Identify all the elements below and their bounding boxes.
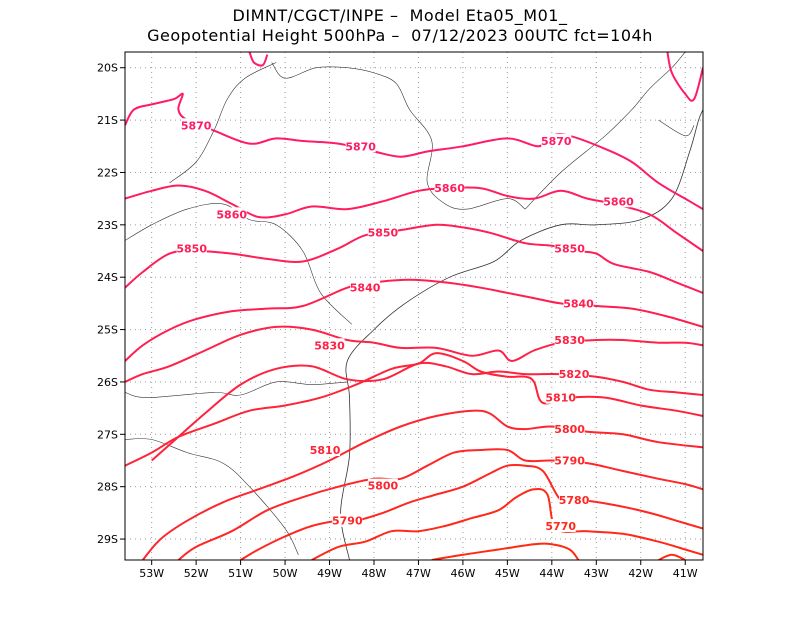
contour-label-bg (554, 241, 585, 255)
contour-label-bg (345, 139, 376, 153)
border-line (524, 52, 686, 210)
contour-label-bg (314, 338, 345, 352)
contour-5800 (142, 409, 703, 560)
contour-label-bg (367, 478, 398, 492)
x-tick-label: 42W (628, 567, 653, 580)
x-tick-label: 41W (673, 567, 698, 580)
border-line (271, 62, 526, 210)
contour-label-bg (541, 134, 572, 148)
contour-label-bg (545, 518, 576, 532)
x-tick-label: 43W (584, 567, 609, 580)
contour-5770 (311, 488, 703, 560)
y-tick-label: 26S (97, 376, 118, 389)
contour-label-5840: 5840 (563, 297, 594, 310)
plot-frame (124, 51, 704, 561)
title-line-2: Geopotential Height 500hPa – 07/12/2023 … (147, 26, 653, 45)
x-tick-label: 52W (184, 567, 209, 580)
contour-label-5800: 5800 (554, 423, 585, 436)
contour-label-bg (332, 513, 363, 527)
border-line (169, 62, 277, 184)
contour-label-5870: 5870 (541, 135, 572, 148)
contour-label-5830: 5830 (554, 334, 585, 347)
contour-5780 (240, 463, 703, 560)
contour-label-5800: 5800 (368, 480, 399, 493)
contour-label-5790: 5790 (332, 515, 363, 528)
contour-label-5850: 5850 (368, 227, 399, 240)
geography-lines (125, 52, 703, 560)
contour-label-5860: 5860 (216, 208, 247, 221)
contour-lines (125, 52, 703, 560)
contour-5880 (666, 52, 703, 102)
contour-label-bg (603, 194, 634, 208)
y-tick-label: 24S (97, 271, 118, 284)
contour-label-bg (554, 422, 585, 436)
y-tick-label: 22S (97, 166, 118, 179)
contour-label-5860: 5860 (603, 195, 634, 208)
contour-5830 (125, 325, 703, 383)
contour-5880 (248, 52, 269, 67)
contour-label-5810: 5810 (310, 444, 341, 457)
y-tick-label: 20S (97, 62, 118, 75)
border-line (658, 119, 695, 137)
contour-label-bg (310, 443, 341, 457)
contour-label-5870: 5870 (345, 140, 376, 153)
contour-label-bg (434, 181, 465, 195)
contour-5760 (658, 553, 686, 560)
contour-label-bg (367, 225, 398, 239)
y-tick-label: 29S (97, 533, 118, 546)
contour-label-5850: 5850 (176, 242, 207, 255)
contour-5820 (151, 361, 703, 462)
contour-5840 (125, 278, 703, 362)
contour-label-bg (176, 241, 207, 255)
contour-label-5870: 5870 (181, 119, 212, 132)
x-tick-label: 53W (139, 567, 164, 580)
title-line-1: DIMNT/CGCT/INPE – Model Eta05_M01_ (232, 6, 568, 25)
contour-label-5810: 5810 (545, 392, 576, 405)
contour-label-bg (545, 390, 576, 404)
axis-ticks: 53W 52W 51W 50W 49W 48W 47W 46W 45W 44W 43W 42W 41W 2… (97, 62, 698, 580)
contour-label-bg (559, 367, 590, 381)
border-line (125, 203, 353, 325)
x-tick-label: 44W (539, 567, 564, 580)
coastline (340, 109, 703, 560)
x-tick-label: 49W (317, 567, 342, 580)
contour-label-5780: 5780 (559, 494, 590, 507)
x-tick-label: 48W (362, 567, 387, 580)
y-tick-label: 27S (97, 428, 118, 441)
contour-5810 (125, 352, 703, 467)
border-line (125, 381, 348, 398)
contour-label-bg (216, 207, 247, 221)
contour-label-5860: 5860 (434, 182, 465, 195)
x-tick-label: 50W (273, 567, 298, 580)
y-tick-label: 28S (97, 481, 118, 494)
contour-label-bg (350, 280, 381, 294)
y-tick-label: 23S (97, 219, 118, 232)
y-tick-label: 21S (97, 114, 118, 127)
contour-label-5790: 5790 (554, 454, 585, 467)
contour-5760 (431, 542, 580, 560)
contour-label-bg (563, 296, 594, 310)
contour-label-bg (559, 492, 590, 506)
contour-label-5830: 5830 (314, 339, 345, 352)
grid-lines (125, 52, 703, 560)
x-tick-label: 46W (450, 567, 475, 580)
contour-5850 (125, 223, 703, 294)
contour-label-5840: 5840 (350, 282, 381, 295)
contour-label-bg (554, 333, 585, 347)
contour-label-bg (181, 118, 212, 132)
contour-label-5770: 5770 (545, 520, 576, 533)
border-line (125, 438, 299, 555)
x-tick-label: 47W (406, 567, 431, 580)
x-tick-label: 51W (228, 567, 253, 580)
y-tick-label: 25S (97, 324, 118, 337)
contour-label-bg (554, 453, 585, 467)
contour-5790 (177, 448, 703, 560)
x-tick-label: 45W (495, 567, 520, 580)
contour-label-5850: 5850 (554, 242, 585, 255)
contour-labels: 5870 5870 5870 5860 5860 5860 5850 5850 5850 5840… (176, 118, 634, 533)
contour-label-5820: 5820 (559, 368, 590, 381)
